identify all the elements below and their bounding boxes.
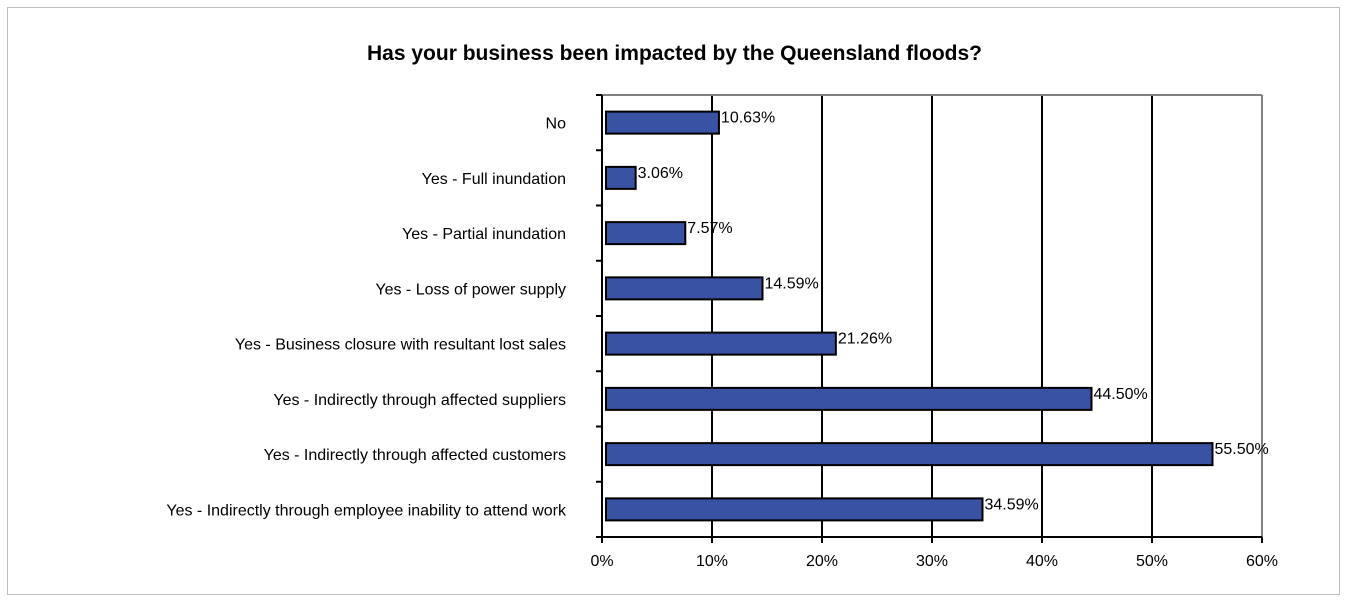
category-label: Yes - Full inundation (422, 171, 566, 188)
category-label: Yes - Indirectly through affected custom… (264, 447, 566, 464)
chart-frame: Has your business been impacted by the Q… (7, 7, 1340, 595)
category-label: No (546, 116, 567, 133)
chart-title: Has your business been impacted by the Q… (367, 42, 982, 65)
category-label: Yes - Indirectly through employee inabil… (166, 502, 567, 519)
x-tick-label: 30% (916, 553, 948, 570)
data-label: 10.63% (721, 110, 775, 127)
category-label: Yes - Loss of power supply (375, 281, 566, 298)
bar (605, 221, 687, 246)
x-tick-label: 0% (590, 553, 613, 570)
data-label: 21.26% (838, 331, 892, 348)
bar (605, 110, 720, 135)
x-tick-label: 60% (1246, 553, 1278, 570)
bar (605, 276, 764, 301)
bar (605, 442, 1214, 467)
bar (605, 497, 984, 522)
category-label: Yes - Partial inundation (402, 226, 566, 243)
x-tick-label: 20% (806, 553, 838, 570)
bar (605, 165, 637, 190)
x-tick-label: 10% (696, 553, 728, 570)
data-label: 3.06% (638, 165, 683, 182)
x-tick-label: 40% (1026, 553, 1058, 570)
data-label: 34.59% (984, 496, 1038, 513)
category-label: Yes - Indirectly through affected suppli… (273, 392, 566, 409)
bar (605, 331, 837, 356)
data-label: 14.59% (764, 275, 818, 292)
bar (605, 386, 1093, 411)
data-label: 55.50% (1215, 441, 1269, 458)
data-label: 44.50% (1094, 386, 1148, 403)
data-label: 7.57% (687, 220, 732, 237)
x-tick-label: 50% (1136, 553, 1168, 570)
category-label: Yes - Business closure with resultant lo… (235, 337, 566, 354)
